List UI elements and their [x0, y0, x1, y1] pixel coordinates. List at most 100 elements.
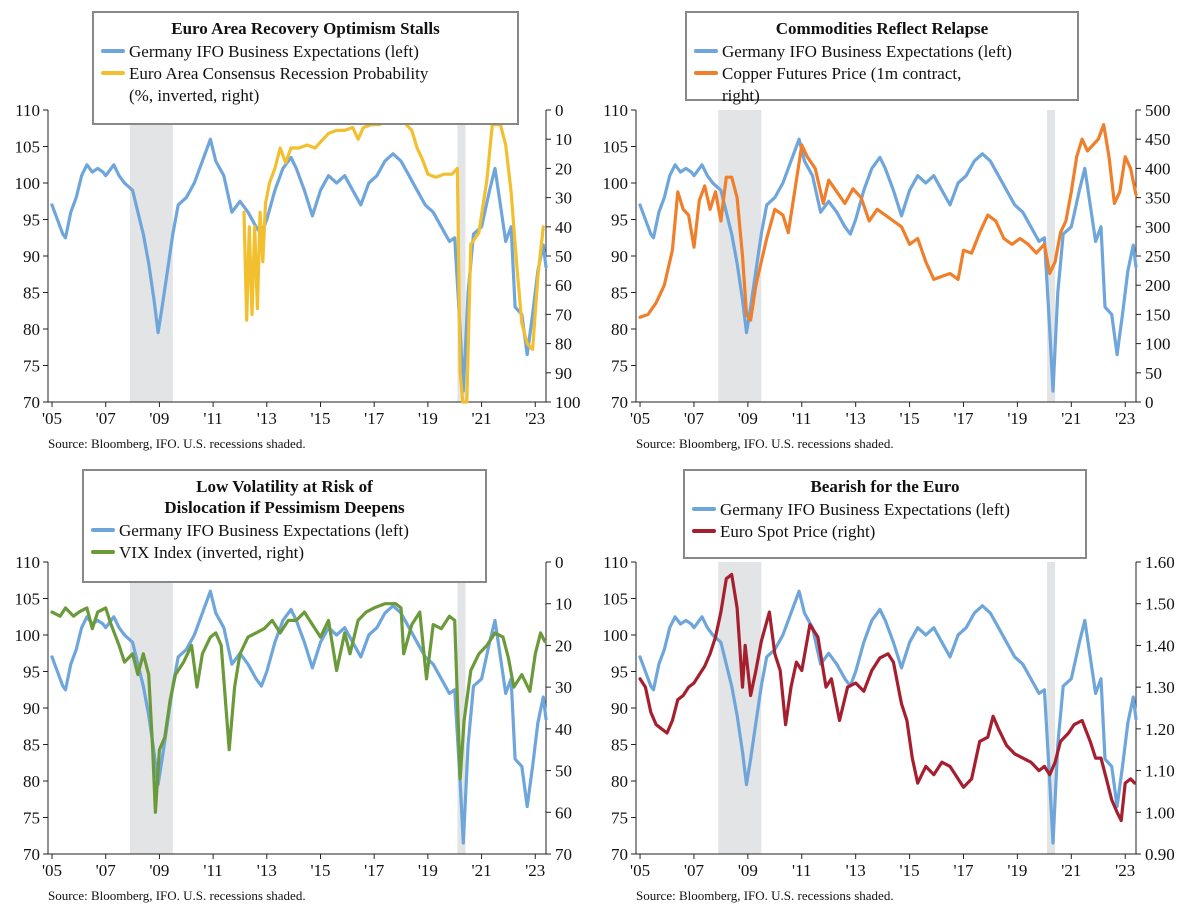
x-tick-label: '11 — [203, 409, 222, 428]
recession-shade — [1047, 562, 1056, 854]
source-note: Source: Bloomberg, IFO. U.S. recessions … — [48, 888, 306, 903]
series-line-1 — [638, 137, 1138, 393]
legend-label: VIX Index (inverted, right) — [119, 543, 304, 562]
series-line-2 — [50, 602, 547, 814]
x-tick-label: '23 — [525, 861, 545, 880]
left-tick-label: 70 — [23, 393, 40, 412]
chart-title: Euro Area Recovery Optimism Stalls — [171, 19, 440, 38]
legend-box — [92, 11, 519, 125]
legend-label: Euro Area Consensus Recession Probabilit… — [129, 64, 429, 83]
legend-label: (%, inverted, right) — [129, 86, 259, 105]
x-tick-label: '13 — [257, 409, 277, 428]
chart-title: Bearish for the Euro — [810, 477, 959, 496]
left-tick-label: 85 — [611, 284, 628, 303]
legend-label: Germany IFO Business Expectations (left) — [129, 42, 419, 61]
chart-title: Low Volatility at Risk of — [196, 477, 373, 496]
x-tick-label: '07 — [684, 409, 705, 428]
x-tick-label: '19 — [1007, 409, 1027, 428]
legend-box — [685, 11, 1079, 101]
left-tick-label: 95 — [611, 663, 628, 682]
right-tick-label: 1.00 — [1145, 803, 1175, 822]
x-tick-label: '17 — [953, 409, 974, 428]
x-tick-label: '15 — [310, 861, 330, 880]
x-tick-label: '07 — [96, 861, 117, 880]
right-tick-label: 300 — [1145, 218, 1171, 237]
right-tick-label: 30 — [555, 678, 572, 697]
left-tick-label: 75 — [23, 357, 40, 376]
source-note: Source: Bloomberg, IFO. U.S. recessions … — [48, 436, 306, 451]
left-tick-label: 70 — [23, 845, 40, 864]
recession-shade — [718, 110, 762, 402]
left-tick-label: 95 — [23, 663, 40, 682]
left-tick-label: 110 — [15, 101, 40, 120]
legend-box — [683, 469, 1087, 559]
x-tick-label: '17 — [364, 861, 385, 880]
x-tick-label: '13 — [846, 409, 866, 428]
right-tick-label: 20 — [555, 159, 572, 178]
x-tick-label: '15 — [310, 409, 330, 428]
right-tick-label: 70 — [555, 305, 572, 324]
right-tick-label: 40 — [555, 720, 572, 739]
right-tick-label: 0 — [555, 101, 564, 120]
left-tick-label: 90 — [611, 247, 628, 266]
chart-title: Dislocation if Pessimism Deepens — [164, 498, 405, 517]
left-tick-label: 90 — [23, 247, 40, 266]
left-tick-label: 110 — [603, 101, 628, 120]
x-tick-label: '15 — [900, 409, 920, 428]
left-tick-label: 100 — [603, 626, 629, 645]
legend-label: Germany IFO Business Expectations (left) — [119, 521, 409, 540]
x-tick-label: '11 — [792, 409, 811, 428]
x-tick-label: '05 — [42, 409, 62, 428]
x-tick-label: '21 — [1061, 409, 1081, 428]
left-tick-label: 85 — [611, 736, 628, 755]
right-tick-label: 1.30 — [1145, 678, 1175, 697]
right-tick-label: 90 — [555, 364, 572, 383]
x-tick-label: '15 — [900, 861, 920, 880]
x-tick-label: '23 — [525, 409, 545, 428]
right-tick-label: 1.50 — [1145, 595, 1175, 614]
right-tick-label: 60 — [555, 276, 572, 295]
right-tick-label: 70 — [555, 845, 572, 864]
right-tick-label: 200 — [1145, 276, 1171, 295]
x-tick-label: '09 — [149, 409, 169, 428]
x-tick-label: '19 — [418, 409, 438, 428]
left-tick-label: 75 — [23, 809, 40, 828]
legend-label: Germany IFO Business Expectations (left) — [722, 42, 1012, 61]
source-note: Source: Bloomberg, IFO. U.S. recessions … — [636, 888, 894, 903]
right-tick-label: 80 — [555, 335, 572, 354]
left-tick-label: 95 — [23, 211, 40, 230]
recession-shade — [1047, 110, 1056, 402]
left-tick-label: 70 — [611, 845, 628, 864]
right-tick-label: 150 — [1145, 305, 1171, 324]
left-tick-label: 80 — [611, 320, 628, 339]
x-tick-label: '13 — [257, 861, 277, 880]
right-tick-label: 100 — [555, 393, 581, 412]
right-tick-label: 10 — [555, 595, 572, 614]
recession-shade — [129, 110, 173, 402]
right-tick-label: 1.40 — [1145, 636, 1175, 655]
left-tick-label: 105 — [15, 138, 41, 157]
chart-panel-4: 70 75 80 85 90 95 100 105 110 0.90 1.00 1.10 1.20 1.3… — [603, 469, 1175, 903]
legend-label: Germany IFO Business Expectations (left) — [720, 500, 1010, 519]
left-tick-label: 105 — [603, 138, 629, 157]
right-tick-label: 1.60 — [1145, 553, 1175, 572]
recession-shade — [457, 110, 466, 402]
x-tick-label: '09 — [738, 409, 758, 428]
left-tick-label: 105 — [15, 590, 41, 609]
x-tick-label: '07 — [96, 409, 117, 428]
right-tick-label: 60 — [555, 803, 572, 822]
left-tick-label: 100 — [603, 174, 629, 193]
left-tick-label: 100 — [15, 626, 41, 645]
left-tick-label: 70 — [611, 393, 628, 412]
chart-panel-1: 70 75 80 85 90 95 100 105 110 0 10 20 30 40 50 60 70 80 90… — [15, 11, 581, 451]
right-tick-label: 500 — [1145, 101, 1171, 120]
left-tick-label: 90 — [23, 699, 40, 718]
source-note: Source: Bloomberg, IFO. U.S. recessions … — [636, 436, 894, 451]
left-tick-label: 95 — [611, 211, 628, 230]
right-tick-label: 20 — [555, 636, 572, 655]
x-tick-label: '07 — [684, 861, 705, 880]
x-tick-label: '23 — [1115, 861, 1135, 880]
x-tick-label: '23 — [1115, 409, 1135, 428]
left-tick-label: 100 — [15, 174, 41, 193]
